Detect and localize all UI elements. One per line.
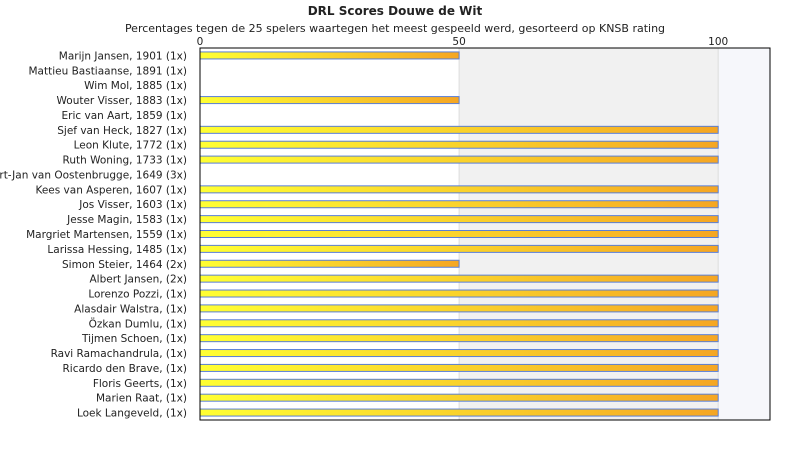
category-label-9: Gert-Jan van Oostenbrugge, 1649 (3x) bbox=[0, 169, 187, 181]
bar-8 bbox=[199, 155, 719, 164]
category-label-17: Lorenzo Pozzi, (1x) bbox=[88, 289, 187, 301]
bar-21 bbox=[199, 349, 719, 358]
bar-20 bbox=[199, 334, 719, 343]
bar-23 bbox=[199, 378, 719, 387]
category-label-3: Wim Mol, 1885 (1x) bbox=[84, 80, 187, 92]
category-label-21: Ravi Ramachandrula, (1x) bbox=[51, 348, 187, 360]
bar-11 bbox=[199, 200, 719, 209]
x-tick-labels: 0 50 100 bbox=[197, 36, 729, 48]
chart-subtitle: Percentages tegen de 25 spelers waartege… bbox=[124, 22, 666, 35]
x-tick-0: 0 bbox=[197, 36, 204, 48]
bar-18 bbox=[199, 304, 719, 313]
x-tick-50: 50 bbox=[452, 36, 465, 48]
bar-13 bbox=[199, 230, 719, 238]
bars bbox=[199, 51, 719, 417]
category-label-7: Leon Klute, 1772 (1x) bbox=[74, 140, 187, 152]
category-label-20: Tijmen Schoen, (1x) bbox=[81, 333, 187, 345]
plot-frame bbox=[199, 47, 771, 421]
category-label-22: Ricardo den Brave, (1x) bbox=[63, 363, 188, 375]
bar-24 bbox=[199, 393, 719, 402]
category-labels: Marijn Jansen, 1901 (1x) Mattieu Bastiaan… bbox=[0, 50, 187, 419]
bar-22 bbox=[199, 363, 719, 372]
bar-12 bbox=[199, 215, 719, 224]
bar-15 bbox=[199, 259, 460, 268]
bar-1 bbox=[199, 51, 460, 60]
chart-title: DRL Scores Douwe de Wit bbox=[307, 4, 483, 18]
category-label-12: Jesse Magin, 1583 (1x) bbox=[66, 214, 187, 226]
category-label-25: Loek Langeveld, (1x) bbox=[77, 408, 187, 420]
category-label-6: Sjef van Heck, 1827 (1x) bbox=[57, 125, 187, 137]
x-tick-100: 100 bbox=[708, 36, 728, 48]
bar-19 bbox=[199, 319, 719, 328]
category-label-14: Larissa Hessing, 1485 (1x) bbox=[47, 244, 187, 256]
category-label-11: Jos Visser, 1603 (1x) bbox=[78, 199, 187, 211]
band-100-plus bbox=[718, 48, 770, 420]
bar-14 bbox=[199, 244, 719, 253]
bar-16 bbox=[199, 274, 719, 283]
category-label-16: Albert Jansen, (2x) bbox=[89, 274, 187, 286]
category-label-10: Kees van Asperen, 1607 (1x) bbox=[35, 184, 187, 196]
bar-6 bbox=[199, 125, 719, 134]
bar-4 bbox=[199, 96, 460, 105]
category-label-23: Floris Geerts, (1x) bbox=[93, 378, 187, 390]
bar-7 bbox=[199, 140, 719, 149]
category-label-15: Simon Steier, 1464 (2x) bbox=[62, 259, 187, 271]
category-label-4: Wouter Visser, 1883 (1x) bbox=[57, 95, 188, 107]
bar-10 bbox=[199, 185, 719, 194]
bar-17 bbox=[199, 289, 719, 298]
category-label-19: Özkan Dumlu, (1x) bbox=[89, 317, 187, 330]
bar-25 bbox=[199, 408, 719, 417]
category-label-2: Mattieu Bastiaanse, 1891 (1x) bbox=[28, 65, 187, 77]
category-label-18: Alasdair Walstra, (1x) bbox=[74, 303, 187, 315]
category-label-1: Marijn Jansen, 1901 (1x) bbox=[59, 50, 187, 62]
category-label-24: Marien Raat, (1x) bbox=[96, 393, 187, 405]
category-label-8: Ruth Woning, 1733 (1x) bbox=[63, 155, 188, 167]
category-label-5: Eric van Aart, 1859 (1x) bbox=[62, 110, 188, 122]
category-label-13: Margriet Martensen, 1559 (1x) bbox=[26, 229, 187, 241]
